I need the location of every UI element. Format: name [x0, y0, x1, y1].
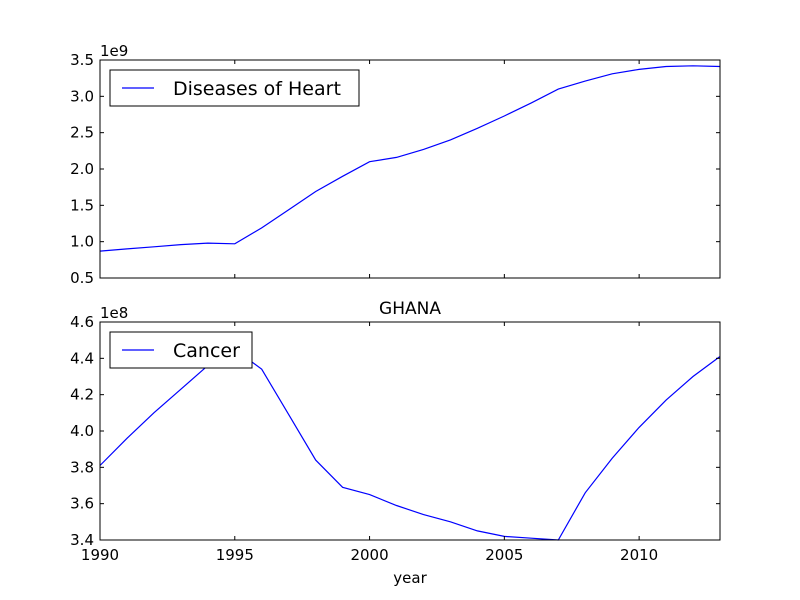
x-tick-label: 2010: [620, 546, 658, 564]
y-tick-label: 3.8: [70, 458, 94, 476]
y-tick-label: 4.2: [70, 386, 94, 404]
y-tick-label: 3.5: [70, 51, 94, 69]
legend-label: Cancer: [173, 340, 240, 362]
x-tick-label: 1995: [216, 546, 254, 564]
y-tick-label: 4.0: [70, 422, 94, 440]
x-tick-label: 2005: [485, 546, 523, 564]
y-tick-label: 2.5: [70, 124, 94, 142]
series-line-1-1: [99, 65, 721, 252]
chart-title: GHANA: [379, 299, 441, 319]
y-tick-label: 3.4: [70, 531, 94, 549]
x-axis-label: year: [393, 569, 427, 587]
series-line-2-1: [99, 348, 721, 541]
x-tick-label: 1990: [81, 546, 119, 564]
y-tick-label: 4.6: [70, 313, 94, 331]
y-tick-label: 3.0: [70, 87, 94, 105]
y-tick-label: 1.0: [70, 233, 94, 251]
y-tick-label: 2.0: [70, 160, 94, 178]
y-offset-label: 1e8: [100, 304, 128, 322]
y-offset-label: 1e9: [100, 42, 128, 60]
legend-label: Diseases of Heart: [173, 78, 341, 100]
x-tick-label: 2000: [350, 546, 388, 564]
y-tick-label: 1.5: [70, 196, 94, 214]
y-tick-label: 3.6: [70, 495, 94, 513]
y-tick-label: 4.4: [70, 349, 94, 367]
y-tick-label: 0.5: [70, 269, 94, 287]
